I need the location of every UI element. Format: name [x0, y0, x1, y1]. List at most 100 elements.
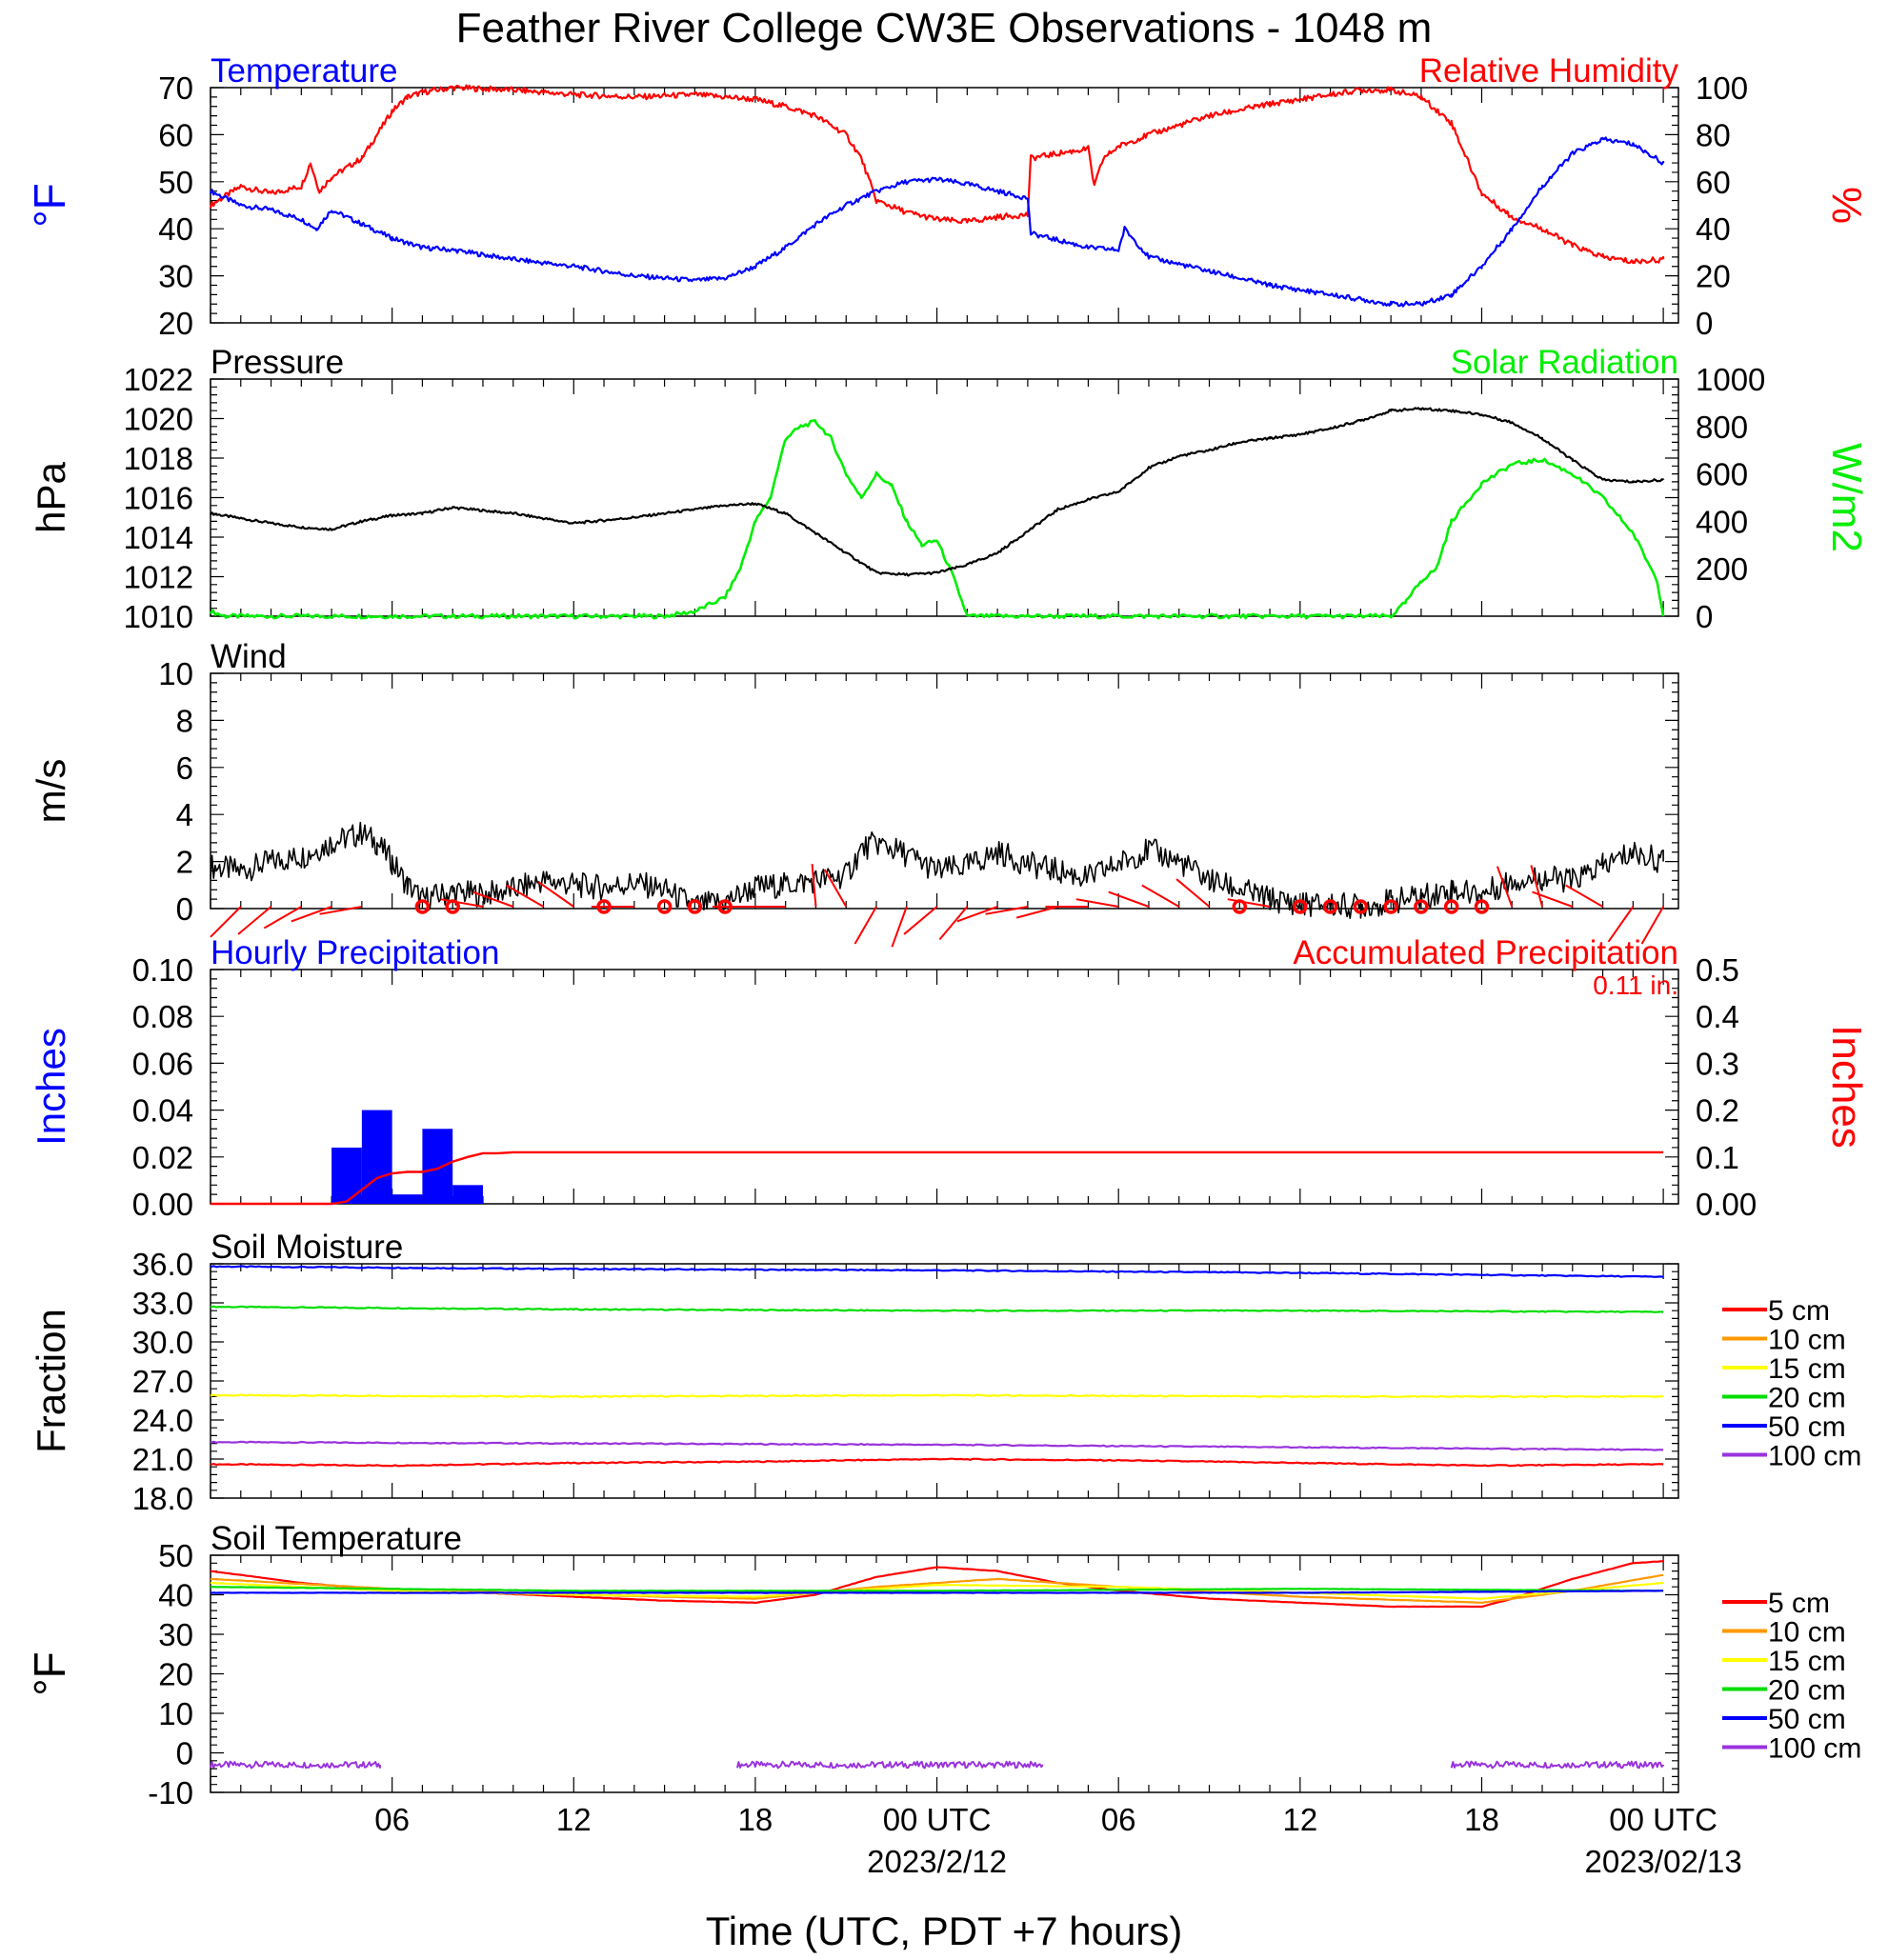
wind-calm-marker: [1322, 899, 1338, 914]
legend-label: 10 cm: [1768, 1617, 1846, 1649]
legend-label: 100 cm: [1768, 1441, 1861, 1472]
series-line-soil-5cm: [210, 1457, 1664, 1468]
panel-temperature: 20 30 40 50 60 70 0 20 40 60 80 100 Temperature Relat…: [25, 52, 1870, 341]
series-line-soil-100cm: [210, 1760, 381, 1770]
wind-barb: [823, 869, 848, 908]
y-tick-label: 1012: [124, 560, 193, 595]
y-tick-label-right: 800: [1696, 410, 1748, 445]
y-tick-label: 40: [158, 211, 193, 247]
y-axis-label: Inches: [29, 1028, 73, 1146]
y-tick-label: -10: [148, 1775, 193, 1810]
x-tick-label: 06: [374, 1802, 410, 1837]
y-tick-label: 1018: [124, 441, 193, 476]
tick-marks: [210, 87, 1678, 324]
hourly-precip-bar: [331, 1147, 362, 1204]
y-tick-label-right: 0: [1696, 306, 1713, 341]
wind-calm-marker: [414, 899, 431, 914]
x-tick-label: 18: [738, 1802, 773, 1837]
y-tick-label: 0.00: [132, 1187, 193, 1222]
y-tick-label: 1022: [124, 362, 193, 397]
y-tick-label: 30.0: [132, 1325, 193, 1360]
wind-barb: [440, 898, 484, 908]
x-tick-label: 12: [1282, 1802, 1317, 1837]
wind-barb: [263, 906, 302, 930]
wind-barb: [985, 906, 1029, 915]
y-tick-label: 1010: [124, 599, 193, 634]
series-line-soil-100cm: [1450, 1760, 1665, 1770]
y-tick-label: 30: [158, 1617, 193, 1652]
y-tick-label-right: 0: [1696, 599, 1713, 634]
y-axis-label: hPa: [29, 461, 73, 532]
y-tick-label-right: 0.4: [1696, 999, 1739, 1034]
wind-barb: [537, 881, 574, 908]
wind-calm-marker: [1474, 899, 1490, 914]
series-line-soil-15cm: [210, 1393, 1664, 1398]
y-tick-label: 0: [176, 1736, 193, 1771]
wind-barb: [1227, 898, 1271, 908]
wind-calm-marker: [687, 899, 703, 914]
y-axis-label: m/s: [29, 759, 73, 824]
y-tick-label: 40: [158, 1578, 193, 1613]
y-tick-label: 20: [158, 306, 193, 341]
panel-title-right: Solar Radiation: [1451, 344, 1678, 381]
panel-title: Hourly Precipitation: [211, 934, 499, 971]
y-axis-label: °F: [25, 1651, 74, 1696]
x-tick-label: 00 UTC: [1609, 1802, 1717, 1837]
y-tick-label: 30: [158, 259, 193, 294]
y-tick-label-right: 20: [1696, 259, 1731, 294]
wind-barb: [291, 906, 332, 923]
y-tick-label-right: 400: [1696, 504, 1748, 539]
hourly-precip-bar: [452, 1185, 483, 1204]
hourly-precip-bar: [392, 1194, 423, 1204]
y-tick-label: 1014: [124, 520, 193, 555]
hourly-precip-bar: [422, 1129, 453, 1204]
series-line-soil-20cm: [210, 1586, 1664, 1592]
wind-calm-marker: [1443, 899, 1459, 914]
y-tick-label: 1016: [124, 481, 193, 516]
panel-wind: 0 2 4 6 8 10 Wind m/s: [29, 638, 1679, 948]
y-tick-label: 10: [158, 1696, 193, 1731]
y-tick-label: 0.04: [132, 1093, 193, 1129]
wind-barb: [506, 884, 545, 908]
y-tick-label: 36.0: [132, 1247, 193, 1282]
x-tick-label: 18: [1464, 1802, 1499, 1837]
y-tick-label-right: 0.00: [1696, 1187, 1757, 1222]
y-tick-label: 2: [176, 845, 193, 880]
y-tick-label: 0.10: [132, 952, 193, 988]
wind-barb: [891, 906, 908, 948]
panel-soil-moisture: 18.0 21.0 24.0 27.0 30.0 33.0 36.0 Soil Moistur…: [29, 1229, 1861, 1516]
y-tick-label: 70: [158, 70, 193, 106]
wind-barb: [1496, 866, 1514, 908]
y-tick-label: 4: [176, 797, 193, 832]
hourly-precip-bar: [361, 1110, 392, 1204]
wind-barb: [854, 906, 877, 945]
y-tick-label: 0.02: [132, 1140, 193, 1175]
y-tick-label: 33.0: [132, 1286, 193, 1321]
y-tick-label-right: 200: [1696, 551, 1748, 587]
y-tick-label-right: 600: [1696, 457, 1748, 492]
x-tick-label: 12: [556, 1802, 592, 1837]
y-axis-label-right: W/m2: [1823, 443, 1870, 552]
wind-barb: [1015, 906, 1058, 919]
panel-title: Temperature: [211, 52, 397, 90]
y-tick-label: 1020: [124, 402, 193, 437]
wind-barb: [1175, 878, 1211, 908]
y-tick-label: 10: [158, 656, 193, 691]
y-tick-label: 6: [176, 750, 193, 786]
wind-barb: [1565, 884, 1604, 908]
wind-barb: [956, 906, 998, 923]
panel-title: Soil Moisture: [211, 1229, 403, 1266]
y-tick-label: 0.08: [132, 999, 193, 1034]
panel-hourly-precipitation: 0.00 0.02 0.04 0.06 0.08 0.10 0.00 0.1 0.2 0.3 0.4…: [29, 934, 1870, 1222]
x-tick-date-label: 2023/2/12: [867, 1844, 1007, 1879]
series-line-soil-50cm: [210, 1265, 1664, 1278]
panel-pressure: 1010 1012 1014 1016 1018 1020 1022 0 200 400 600 80…: [29, 344, 1870, 634]
legend-label: 15 cm: [1768, 1353, 1846, 1385]
y-tick-label: 24.0: [132, 1403, 193, 1438]
wind-barb: [210, 906, 242, 938]
series-line-accumulated-precip: [211, 1150, 1664, 1206]
y-tick-label: 60: [158, 117, 193, 152]
panel-title: Soil Temperature: [211, 1520, 462, 1557]
wind-calm-marker: [1293, 899, 1308, 914]
